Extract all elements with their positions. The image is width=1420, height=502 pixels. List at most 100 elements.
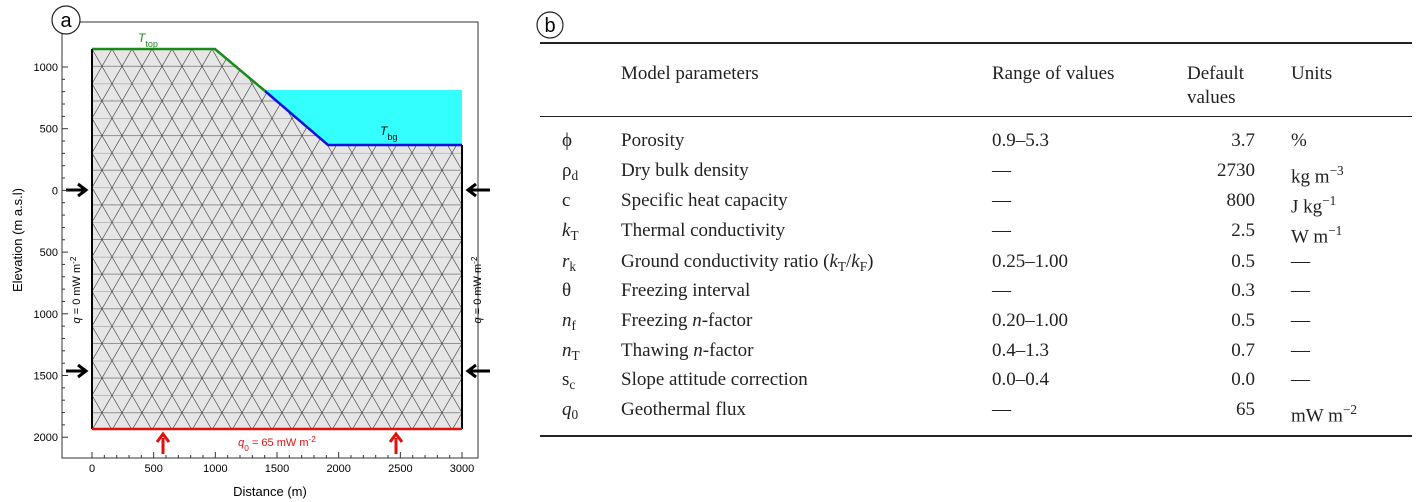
table-cell: 0.20–1.00 [992,310,1068,331]
table-cell: — [992,280,1011,302]
text-segment: q [238,437,245,449]
panel-label-circle [536,11,564,39]
text-segment: k [569,258,577,274]
table-cell: Freezing interval [621,280,751,302]
table-cell: ϕ [562,130,573,151]
table: Model parameters Range of values Default v… [540,44,1412,428]
text-segment: F [859,258,868,274]
table-row: rk Ground conductivity ratio (kT/kF) 0.25–… [540,250,1412,280]
text-segment: T [571,347,580,363]
table-cell: — [992,190,1011,211]
top-boundary [92,47,266,92]
text-segment: -2 [69,256,78,264]
table-cell: 65 [1236,399,1255,421]
table-cell: θ [562,280,572,302]
text-segment: s [562,369,570,391]
table-cell: 0.5 [1231,310,1255,331]
table-row: sc Slope attitude correction 0.0–0.4 0.0— [540,368,1412,398]
table-cell: Specific heat capacity [621,190,788,211]
table-row: kT Thermal conductivity —2.5 W m−1 [540,219,1412,249]
text-segment: 0 [244,444,249,453]
text-segment: −3 [1329,162,1344,178]
header-row: Model parameters Range of values Default v… [540,44,1412,117]
table-cell: 0.5 [1231,250,1255,272]
text-segment: r [562,250,570,272]
table-cell: Thawing n-factor [621,339,992,369]
table-cell: sc [540,368,621,398]
text-segment: −1 [1322,193,1337,208]
text-segment: = 0 mW m [71,264,83,317]
table-cell: Dry bulk density [621,159,749,181]
table-cell: kg m−3 [1291,159,1412,189]
text-segment: -2 [308,435,316,444]
table-row: q0 Geothermal flux —65 mW m−2 [540,398,1412,428]
table-cell: 2730 [1217,159,1255,181]
x-tick-label: 3000 [450,463,474,475]
y-tick-label: 500 [40,124,58,136]
table-cell: J kg−1 [1291,189,1412,219]
panel-label: b [544,15,555,37]
text-segment: -2 [470,256,479,264]
table-body: ϕ Porosity 0.9–5.3 3.7% ρd Dry bulk density — 2… [540,117,1412,429]
header-cell [540,44,621,117]
table-cell: Geothermal flux [621,399,747,421]
table-cell: 3.7 [1231,130,1255,151]
text-segment: n [693,339,703,361]
header-cell: Units [1291,44,1412,117]
text-segment: ) [867,250,874,272]
bg-boundary [264,90,462,147]
text-segment: q [71,316,83,323]
mesh-panel: a Elevation (m a.s.l) Distance (m) Ttop … [10,5,490,499]
text-segment: bg [387,132,397,142]
text-segment: W m [1291,226,1329,248]
table-cell: 0.0 [1231,369,1255,391]
header-cell: Range of values [992,44,1182,117]
text-segment: = 0 mW m [472,264,484,317]
table-cell: — [1291,339,1310,361]
mesh [92,49,462,429]
x-axis-label: Distance (m) [233,484,307,499]
text-segment: n [692,310,702,331]
table-cell: 0.25–1.00 [992,250,1068,272]
table-cell: W m−1 [1291,219,1412,249]
table-cell: nT [540,339,621,369]
table-cell: q0 [540,398,621,428]
text-segment: n [562,339,572,361]
text-segment: top [145,39,158,49]
x-tick-label: 2000 [326,463,350,475]
table-cell: ρd [540,159,621,189]
table-cell: 800 [1226,190,1256,211]
header-cell: Default values [1182,44,1291,117]
panel-label-b: b [536,11,564,39]
table-cell: kT [540,219,621,249]
y-tick-label: 500 [40,247,58,259]
text-segment: d [571,167,579,183]
table-row: nT Thawing n-factor 0.4–1.3 0.7— [540,339,1412,369]
text-segment: T [380,124,389,138]
text-segment: J kg [1291,196,1323,218]
table-cell: — [1291,280,1310,302]
top-boundary-label: Ttop [138,31,158,49]
right-flux-label: q = 0 mW m-2 [470,256,485,323]
table-cell: — [1291,310,1310,331]
y-tick-label: 1000 [34,62,58,74]
panel-label: a [60,10,72,32]
text-segment: q [472,316,484,323]
left-flux-label: q = 0 mW m-2 [69,256,84,323]
table-cell: Thermal conductivity [621,220,786,242]
x-tick-label: 500 [144,463,162,475]
text-segment: = 65 mW m [249,437,309,449]
table-row: c Specific heat capacity — 800 J kg−1 [540,189,1412,219]
table-cell: 0.4–1.3 [992,339,1049,361]
bottom-flux-label: q0 = 65 mW m-2 [238,435,316,453]
y-tick-label: 2000 [34,432,58,444]
x-tick-label: 1500 [265,463,289,475]
text-segment: mW m [1291,405,1343,427]
text-segment: c [569,377,576,393]
x-tick-label: 0 [89,463,95,475]
table-row: ϕ Porosity 0.9–5.3 3.7% [540,117,1412,159]
bg-boundary-label: Tbg [380,124,397,142]
table-cell: — [992,159,1011,181]
table-cell: Slope attitude correction [621,369,808,391]
y-tick-label: 1000 [34,309,58,321]
